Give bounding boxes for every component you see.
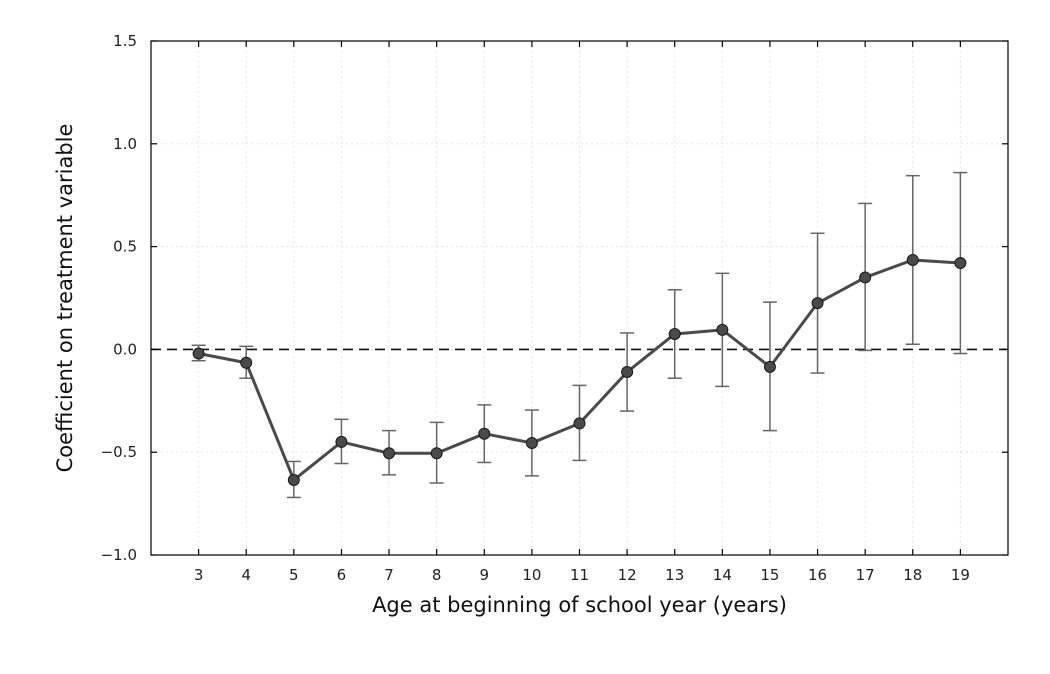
data-point [811, 297, 824, 310]
x-tick-label: 17 [856, 566, 875, 584]
data-point [668, 327, 681, 340]
y-tick-labels: 1.5 1.0 0.5 0.0 −0.5 −1.0 [101, 32, 137, 564]
data-point [335, 435, 348, 448]
x-tick-label: 14 [713, 566, 732, 584]
x-tick-label: 6 [337, 566, 347, 584]
x-tick-label: 9 [480, 566, 490, 584]
x-axis-title: Age at beginning of school year (years) [372, 593, 787, 617]
data-point [478, 427, 491, 440]
x-tick-label: 18 [903, 566, 922, 584]
data-point [906, 253, 919, 266]
x-tick-label: 7 [384, 566, 394, 584]
data-point [954, 257, 967, 270]
y-axis-title: Coefficient on treatment variable [53, 124, 77, 473]
y-tick-label: −1.0 [101, 546, 137, 564]
x-tick-labels: 3 4 5 6 7 8 9 10 11 12 13 14 15 16 17 18 19 [194, 566, 970, 584]
x-tick-label: 19 [951, 566, 970, 584]
x-tick-label: 15 [760, 566, 779, 584]
data-point [430, 447, 443, 460]
x-tick-label: 5 [289, 566, 299, 584]
y-tick-label: 1.5 [113, 32, 137, 50]
data-point [192, 347, 205, 360]
x-tick-label: 16 [808, 566, 827, 584]
x-tick-label: 4 [241, 566, 251, 584]
axis-ticks [151, 40, 1008, 556]
data-point [525, 436, 538, 449]
data-point [240, 356, 253, 369]
x-tick-label: 11 [570, 566, 589, 584]
x-tick-label: 8 [432, 566, 442, 584]
x-tick-label: 3 [194, 566, 204, 584]
data-point [287, 473, 300, 486]
x-tick-label: 13 [665, 566, 684, 584]
data-point [763, 360, 776, 373]
x-tick-label: 12 [618, 566, 637, 584]
y-tick-label: −0.5 [101, 443, 137, 461]
data-points [192, 253, 967, 486]
y-tick-label: 1.0 [113, 135, 137, 153]
data-point [859, 271, 872, 284]
data-point [573, 417, 586, 430]
data-point [383, 447, 396, 460]
x-tick-label: 10 [522, 566, 541, 584]
y-tick-label: 0.0 [113, 340, 137, 358]
data-point [716, 323, 729, 336]
y-tick-label: 0.5 [113, 238, 137, 256]
grid-lines [151, 40, 1008, 556]
data-point [621, 366, 634, 379]
